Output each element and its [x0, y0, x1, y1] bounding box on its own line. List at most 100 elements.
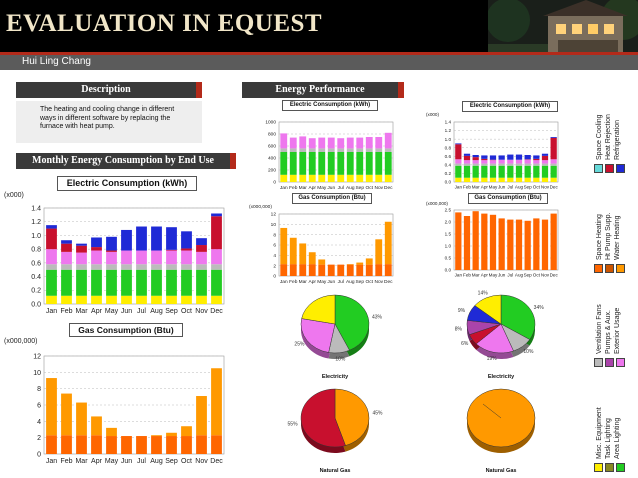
pie-caption: Electricity: [488, 374, 515, 380]
bar-segment-space_heating: [384, 221, 392, 265]
legend-swatch: [605, 164, 614, 173]
y-unit-label: (x000,000): [426, 201, 448, 206]
bar-segment-ventilation_fans: [61, 251, 72, 265]
bar-segment-area_lighting: [337, 174, 345, 182]
y-tick-label: 10: [33, 370, 41, 377]
pie-slice-label: 25%: [294, 342, 305, 348]
bar-segment-space_cooling: [166, 227, 177, 250]
bar-segment-water_heating: [346, 264, 354, 276]
bar-segment-space_heating: [375, 239, 383, 265]
bar-segment-exterior_usage: [356, 148, 364, 152]
x-tick-label: Aug: [515, 185, 524, 190]
bar-segment-exterior_usage: [498, 163, 505, 166]
bar-segment-area_lighting: [498, 177, 505, 182]
x-tick-label: Jun: [121, 308, 132, 315]
bar-segment-space_heating: [365, 258, 373, 265]
x-tick-label: Dec: [210, 308, 223, 315]
bar-segment-area_lighting: [327, 174, 335, 182]
bar-segment-area_lighting: [151, 295, 162, 304]
y-unit-label: (x000): [426, 112, 439, 117]
bar-segment-misc_equipment: [455, 165, 462, 178]
bar-segment-exterior_usage: [541, 163, 549, 166]
bar-segment-misc_equipment: [498, 165, 505, 178]
x-tick-label: Nov: [374, 185, 383, 191]
bar-segment-misc_equipment: [196, 269, 207, 296]
bar-segment-exterior_usage: [455, 163, 462, 166]
legend-label: Space Heating: [596, 214, 603, 260]
y-tick-label: 4: [37, 419, 41, 426]
bar-segment-heat_rejection: [46, 228, 57, 250]
bar-segment-area_lighting: [346, 174, 354, 182]
bar-segment-space_cooling: [61, 240, 72, 244]
pie-slice-label: 34%: [534, 305, 545, 311]
bar-segment-water_heating: [327, 264, 335, 276]
y-tick-label: 8: [273, 232, 276, 238]
bar-segment-exterior_usage: [280, 148, 288, 152]
bar-segment-water_heating: [196, 435, 207, 454]
bar-segment-water_heating: [76, 435, 87, 454]
x-tick-label: Jan: [455, 273, 463, 278]
y-tick-label: 2: [273, 263, 276, 269]
bar-segment-exterior_usage: [327, 148, 335, 152]
bar-segment-area_lighting: [375, 174, 383, 182]
x-tick-label: Mar: [75, 458, 88, 465]
x-tick-label: Jul: [507, 273, 513, 278]
header-banner: EVALUATION IN EQUEST: [0, 0, 638, 52]
bar-segment-exterior_usage: [166, 264, 177, 270]
bar-segment-exterior_usage: [181, 264, 192, 270]
bar-segment-water_heating: [541, 219, 549, 270]
y-tick-label: 2: [37, 435, 41, 442]
x-tick-label: Jun: [121, 458, 132, 465]
bar-segment-exterior_usage: [211, 264, 222, 270]
x-tick-label: May: [317, 279, 327, 285]
y-tick-label: 10: [271, 222, 277, 228]
bar-segment-heat_rejection: [196, 245, 207, 252]
bar-segment-ventilation_fans: [507, 159, 514, 164]
pie-slice-heat_rejection: [300, 388, 346, 448]
bar-segment-exterior_usage: [337, 148, 345, 152]
bar-segment-area_lighting: [455, 177, 462, 182]
y-tick-label: 0.8: [31, 247, 41, 254]
y-tick-label: 600: [268, 144, 276, 150]
bar-segment-exterior_usage: [489, 163, 497, 166]
bar-segment-ventilation_fans: [166, 250, 177, 265]
small-elec-left-title: Electric Consumption (kWh): [282, 100, 378, 111]
bar-segment-exterior_usage: [308, 148, 316, 152]
bar-segment-ventilation_fans: [365, 137, 373, 149]
y-tick-label: 1.2: [445, 128, 452, 133]
bar-segment-area_lighting: [211, 295, 222, 304]
bar-segment-water_heating: [181, 436, 192, 454]
x-tick-label: Jan: [280, 279, 288, 285]
bar-segment-water_heating: [106, 436, 117, 454]
bar-segment-exterior_usage: [91, 264, 102, 270]
bar-segment-misc_equipment: [76, 269, 87, 296]
x-tick-label: Oct: [366, 185, 374, 191]
x-tick-label: Nov: [541, 273, 550, 278]
bar-segment-area_lighting: [481, 177, 488, 182]
bar-segment-ventilation_fans: [489, 160, 497, 164]
small-gas-chart-right: 0.0 0.5 1.0 1.5 2.0 2.5 (x000,000) Jan Feb Mar Apr…: [426, 201, 558, 278]
x-tick-label: Apr: [309, 279, 317, 285]
bar-segment-exterior_usage: [151, 264, 162, 270]
bar-segment-water_heating: [136, 436, 147, 454]
bar-segment-water_heating: [356, 264, 364, 276]
x-tick-label: Sep: [165, 458, 178, 465]
x-tick-label: Sep: [355, 279, 364, 285]
bar-segment-misc_equipment: [121, 269, 132, 296]
y-tick-label: 0.4: [445, 162, 452, 167]
bar-segment-water_heating: [166, 436, 177, 454]
bar-segment-exterior_usage: [121, 264, 132, 270]
bar-segment-area_lighting: [365, 174, 373, 182]
x-tick-label: Nov: [541, 185, 550, 190]
bar-segment-water_heating: [489, 214, 497, 270]
x-tick-label: May: [489, 185, 498, 190]
legend-group: Ventilation Fans Pumps & Aux. Exterior Usa…: [590, 292, 636, 372]
bar-segment-water_heating: [211, 435, 222, 454]
bar-segment-ventilation_fans: [524, 159, 531, 164]
bar-segment-ventilation_fans: [46, 249, 57, 265]
bar-segment-space_cooling: [106, 236, 117, 251]
bar-segment-misc_equipment: [533, 165, 540, 178]
x-tick-label: Jul: [137, 308, 146, 315]
monthly-heading: Monthly Energy Consumption by End Use: [16, 153, 236, 169]
x-tick-label: Feb: [289, 185, 298, 191]
